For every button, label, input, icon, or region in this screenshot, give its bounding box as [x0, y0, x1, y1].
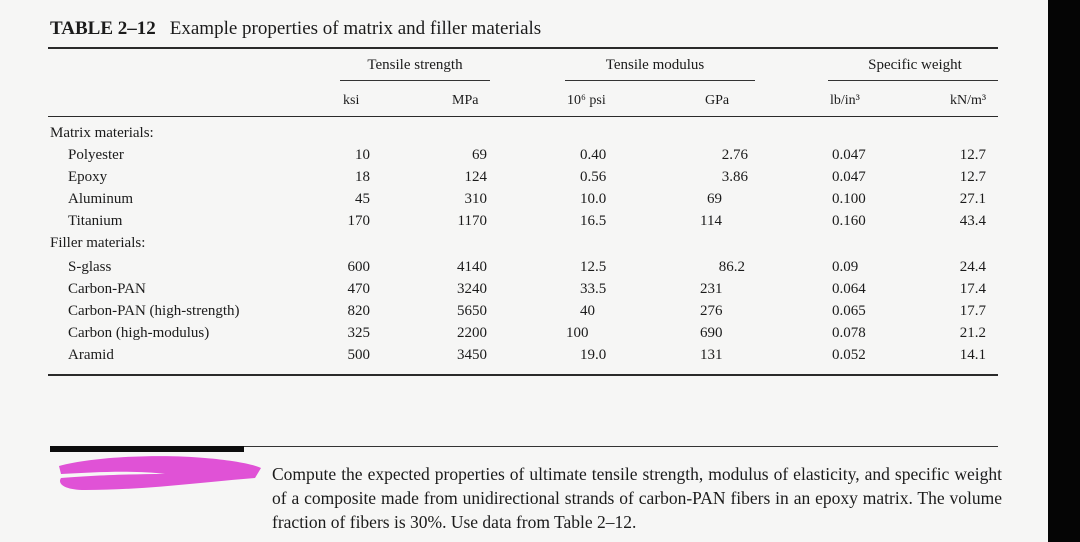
- table-cell: 2200: [457, 325, 487, 341]
- table-cell: 40: [580, 303, 595, 319]
- scanned-page: TABLE 2–12 Example properties of matrix a…: [48, 18, 1002, 532]
- header-rule: [48, 116, 998, 117]
- row-label: Titanium: [68, 213, 123, 229]
- redaction-scribble: [59, 456, 261, 490]
- header-tensile-modulus: Tensile modulus: [605, 57, 705, 73]
- table-cell: 33.5: [580, 281, 607, 297]
- table-cell: 500: [347, 347, 371, 363]
- row-label: Aluminum: [68, 191, 134, 207]
- table-cell: 0.047: [832, 169, 866, 185]
- row-label: Epoxy: [68, 169, 108, 185]
- table-cell: 86.2: [718, 259, 745, 275]
- table-cell: 27.1: [959, 191, 986, 207]
- unit-ksi: ksi: [343, 93, 360, 108]
- section-label: Matrix materials:: [50, 125, 154, 141]
- table-cell: 10.0: [580, 191, 607, 207]
- unit-kn-m3: kN/m³: [950, 93, 987, 108]
- row-label: Carbon-PAN: [68, 281, 146, 297]
- table-cell: 12.7: [959, 169, 986, 185]
- table-bottom-rule: [48, 374, 998, 376]
- table-cell: 18: [355, 169, 370, 185]
- problem-text: Compute the expected properties of ultim…: [272, 464, 1002, 532]
- table-cell: 1170: [457, 213, 487, 229]
- table-caption: Example properties of matrix and filler …: [169, 18, 542, 39]
- header-underline-strength: [340, 80, 490, 81]
- table-cell: 131: [700, 347, 723, 363]
- table-cell: 124: [464, 169, 488, 185]
- table-cell: 231: [700, 281, 723, 297]
- header-underline-modulus: [565, 80, 755, 81]
- table-cell: 600: [347, 259, 371, 275]
- table-cell: 325: [347, 325, 371, 341]
- unit-mpa: MPa: [452, 93, 479, 108]
- table-cell: 24.4: [959, 259, 986, 275]
- table-cell: 21.2: [959, 325, 986, 341]
- table-cell: 690: [700, 325, 723, 341]
- table-top-rule: [48, 47, 998, 49]
- table-cell: 0.100: [832, 191, 866, 207]
- table-cell: 0.064: [832, 281, 866, 297]
- unit-10e6-psi: 10⁶ psi: [567, 93, 606, 108]
- table-cell: 310: [464, 191, 488, 207]
- table-cell: 2.76: [721, 147, 748, 163]
- table-cell: 170: [347, 213, 371, 229]
- table-cell: 4140: [457, 259, 487, 275]
- table-cell: 16.5: [580, 213, 607, 229]
- page-edge: [1048, 0, 1080, 542]
- table-cell: 3.86: [721, 169, 748, 185]
- table-cell: 12.5: [580, 259, 607, 275]
- table-cell: 0.160: [832, 213, 866, 229]
- table-cell: 0.56: [580, 169, 607, 185]
- header-tensile-strength: Tensile strength: [367, 57, 463, 73]
- header-specific-weight: Specific weight: [868, 57, 962, 73]
- table-cell: 820: [347, 303, 371, 319]
- table-cell: 69: [472, 147, 487, 163]
- table-cell: 0.40: [580, 147, 607, 163]
- table-cell: 69: [707, 191, 722, 207]
- row-label: Carbon (high-modulus): [68, 325, 210, 341]
- table-cell: 10: [355, 147, 370, 163]
- table-cell: 5650: [457, 303, 487, 319]
- table-cell: 276: [700, 303, 723, 319]
- table-cell: 100: [566, 325, 589, 341]
- table-number: TABLE 2–12: [50, 18, 156, 39]
- problem-bar: [50, 446, 244, 452]
- problem-rule: [50, 446, 998, 447]
- table-cell: 43.4: [959, 213, 986, 229]
- table-cell: 0.09: [832, 259, 859, 275]
- table-cell: 0.078: [832, 325, 866, 341]
- row-label: Polyester: [68, 147, 124, 163]
- table-cell: 3240: [457, 281, 487, 297]
- unit-lb-in3: lb/in³: [830, 93, 860, 108]
- header-underline-weight: [828, 80, 998, 81]
- table-cell: 17.4: [959, 281, 986, 297]
- table-cell: 17.7: [959, 303, 986, 319]
- table-cell: 19.0: [580, 347, 607, 363]
- table-cell: 3450: [457, 347, 487, 363]
- table-cell: 0.065: [832, 303, 866, 319]
- row-label: Aramid: [68, 347, 114, 363]
- unit-gpa: GPa: [705, 93, 730, 108]
- table-cell: 12.7: [959, 147, 986, 163]
- table-cell: 14.1: [959, 347, 986, 363]
- section-label: Filler materials:: [50, 235, 146, 251]
- row-label: Carbon-PAN (high-strength): [68, 303, 240, 319]
- row-label: S-glass: [68, 259, 112, 275]
- table-cell: 114: [700, 213, 722, 229]
- table-cell: 45: [355, 191, 370, 207]
- table-cell: 0.052: [832, 347, 866, 363]
- table-title: TABLE 2–12 Example properties of matrix a…: [50, 18, 541, 40]
- table-cell: 0.047: [832, 147, 866, 163]
- table-cell: 470: [347, 281, 371, 297]
